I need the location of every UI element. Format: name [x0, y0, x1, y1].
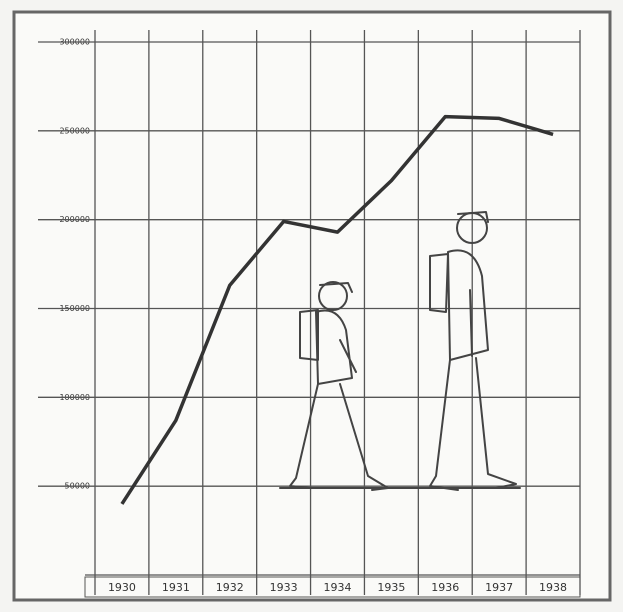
x-tick-label: 1930	[108, 581, 136, 594]
frame	[14, 12, 610, 600]
x-tick-label: 1932	[216, 581, 244, 594]
x-tick-label: 1933	[270, 581, 298, 594]
x-tick-label: 1936	[431, 581, 459, 594]
x-tick-label: 1931	[162, 581, 190, 594]
chart: 50000100000150000200000250000300000 1930…	[0, 0, 623, 612]
x-tick-label: 1935	[377, 581, 405, 594]
x-tick-label: 1937	[485, 581, 513, 594]
x-tick-label: 1934	[324, 581, 352, 594]
x-tick-label: 1938	[539, 581, 567, 594]
